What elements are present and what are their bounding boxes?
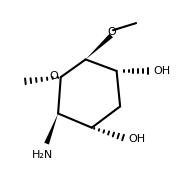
Text: OH: OH (128, 134, 145, 144)
Polygon shape (44, 114, 58, 145)
Text: O: O (49, 71, 58, 81)
Text: H₂N: H₂N (31, 150, 53, 160)
Text: O: O (107, 27, 116, 37)
Polygon shape (86, 34, 113, 59)
Text: OH: OH (153, 66, 170, 76)
